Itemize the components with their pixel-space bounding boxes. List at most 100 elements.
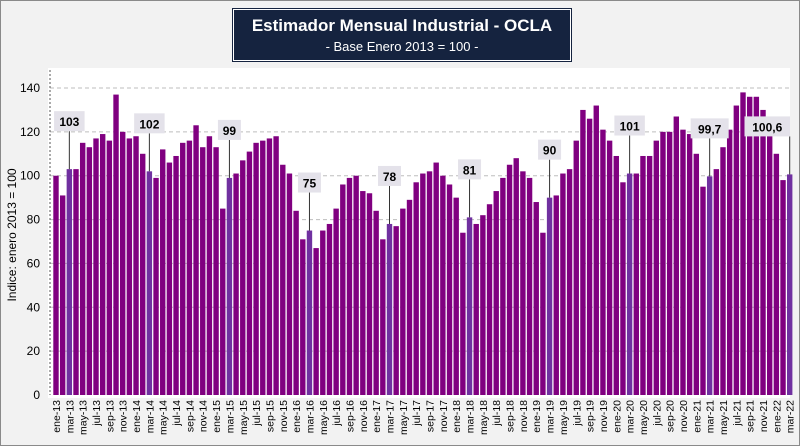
y-tick-label: 140 (20, 81, 40, 95)
x-tick-label: ene-15 (211, 400, 223, 433)
bar-abr-15 (233, 173, 239, 395)
bar-jul-17 (413, 182, 419, 395)
x-tick-label: nov-17 (438, 400, 450, 432)
y-axis-label: Indice: enero 2013 = 100 (5, 168, 19, 301)
x-tick-label: may-21 (718, 400, 730, 435)
bar-mar-19 (546, 197, 553, 395)
bar-may-15 (240, 160, 246, 395)
bar-mar-20 (626, 173, 633, 395)
x-tick-label: jul-21 (731, 400, 743, 427)
bar-ago-14 (180, 142, 186, 395)
x-tick-label: sep-16 (344, 400, 356, 432)
y-tick-label: 60 (27, 256, 41, 270)
bar-jun-13 (86, 147, 93, 395)
bar-jul-15 (253, 142, 259, 395)
x-tick-label: jul-13 (91, 400, 103, 427)
bar-abr-16 (313, 248, 319, 395)
bar-nov-20 (680, 129, 686, 395)
x-tick-label: mar-16 (304, 400, 316, 433)
x-tick-label: sep-19 (585, 400, 597, 432)
bar-abr-13 (73, 169, 79, 395)
bar-dic-21 (766, 120, 773, 396)
x-tick-label: mar-13 (64, 400, 76, 433)
annotation-label: 102 (139, 117, 159, 131)
bar-oct-13 (113, 94, 119, 395)
bar-may-14 (160, 149, 166, 395)
bar-ago-20 (660, 131, 666, 395)
annotation-box (54, 111, 85, 132)
bar-jul-21 (733, 105, 740, 396)
x-tick-label: may-13 (78, 400, 90, 435)
x-tick-label: mar-20 (625, 400, 637, 433)
x-tick-label: ene-13 (51, 400, 63, 433)
bar-nov-21 (760, 109, 766, 395)
bar-sep-13 (106, 140, 113, 395)
x-tick-label: jul-20 (651, 400, 663, 427)
bar-ago-21 (740, 92, 746, 395)
bar-ene-18 (453, 197, 459, 395)
bar-feb-20 (620, 182, 626, 395)
bar-feb-21 (700, 186, 706, 395)
annotation-box (458, 159, 482, 180)
y-tick-label: 20 (27, 344, 41, 358)
bar-mar-15 (226, 177, 233, 395)
bar-feb-14 (140, 153, 146, 395)
bar-sep-19 (586, 118, 593, 395)
bar-jun-16 (326, 223, 333, 395)
bar-dic-20 (686, 134, 693, 396)
bar-mar-21 (706, 176, 713, 395)
bar-mar-16 (306, 230, 313, 395)
annotation-box (690, 118, 729, 139)
x-tick-label: jul-15 (251, 400, 263, 427)
x-tick-label: mar-18 (465, 400, 477, 433)
annotation-box (614, 115, 645, 136)
bar-ene-22 (773, 153, 780, 395)
x-tick-label: sep-20 (665, 400, 677, 432)
bar-nov-18 (520, 171, 526, 395)
x-tick-label: sep-15 (264, 400, 276, 432)
bar-jul-14 (173, 155, 179, 395)
bar-jul-13 (93, 138, 99, 395)
bar-dic-19 (606, 140, 613, 395)
bar-mar-22 (787, 174, 793, 395)
annotation-box (217, 119, 241, 140)
y-tick-label: 40 (27, 300, 41, 314)
x-tick-label: nov-13 (118, 400, 130, 432)
annotation-label: 99,7 (698, 122, 722, 136)
bar-mar-17 (386, 223, 393, 395)
bar-oct-20 (673, 116, 680, 395)
bar-feb-19 (540, 232, 546, 395)
bar-ago-19 (580, 109, 586, 395)
bar-oct-17 (433, 162, 439, 395)
x-tick-label: sep-14 (184, 400, 196, 432)
bar-feb-16 (300, 239, 306, 395)
annotation-label: 81 (463, 163, 477, 177)
bar-dic-17 (446, 184, 453, 395)
bar-sep-16 (346, 177, 353, 395)
bar-jun-14 (166, 162, 173, 395)
bar-oct-18 (513, 158, 519, 395)
bar-ago-18 (500, 177, 506, 395)
x-tick-label: nov-16 (358, 400, 370, 432)
bar-abr-21 (713, 169, 720, 395)
x-tick-label: ene-14 (131, 400, 143, 433)
bar-ene-16 (293, 210, 299, 395)
bar-abr-18 (473, 223, 479, 395)
bar-ene-19 (533, 202, 539, 395)
x-tick-label: may-19 (558, 400, 570, 435)
x-tick-label: ene-18 (451, 400, 463, 433)
bar-feb-17 (380, 239, 386, 395)
x-tick-label: ene-19 (531, 400, 543, 433)
bar-may-21 (720, 147, 726, 395)
bar-jul-16 (333, 208, 339, 395)
bar-nov-16 (360, 191, 366, 395)
annotation-box (134, 113, 165, 134)
x-tick-label: mar-22 (785, 400, 797, 433)
bar-feb-22 (780, 180, 786, 395)
bar-jul-20 (653, 140, 659, 395)
x-tick-label: may-16 (318, 400, 330, 435)
x-tick-label: may-17 (398, 400, 410, 435)
bar-oct-15 (273, 136, 279, 395)
bar-oct-19 (593, 105, 599, 396)
bar-may-17 (400, 208, 406, 395)
